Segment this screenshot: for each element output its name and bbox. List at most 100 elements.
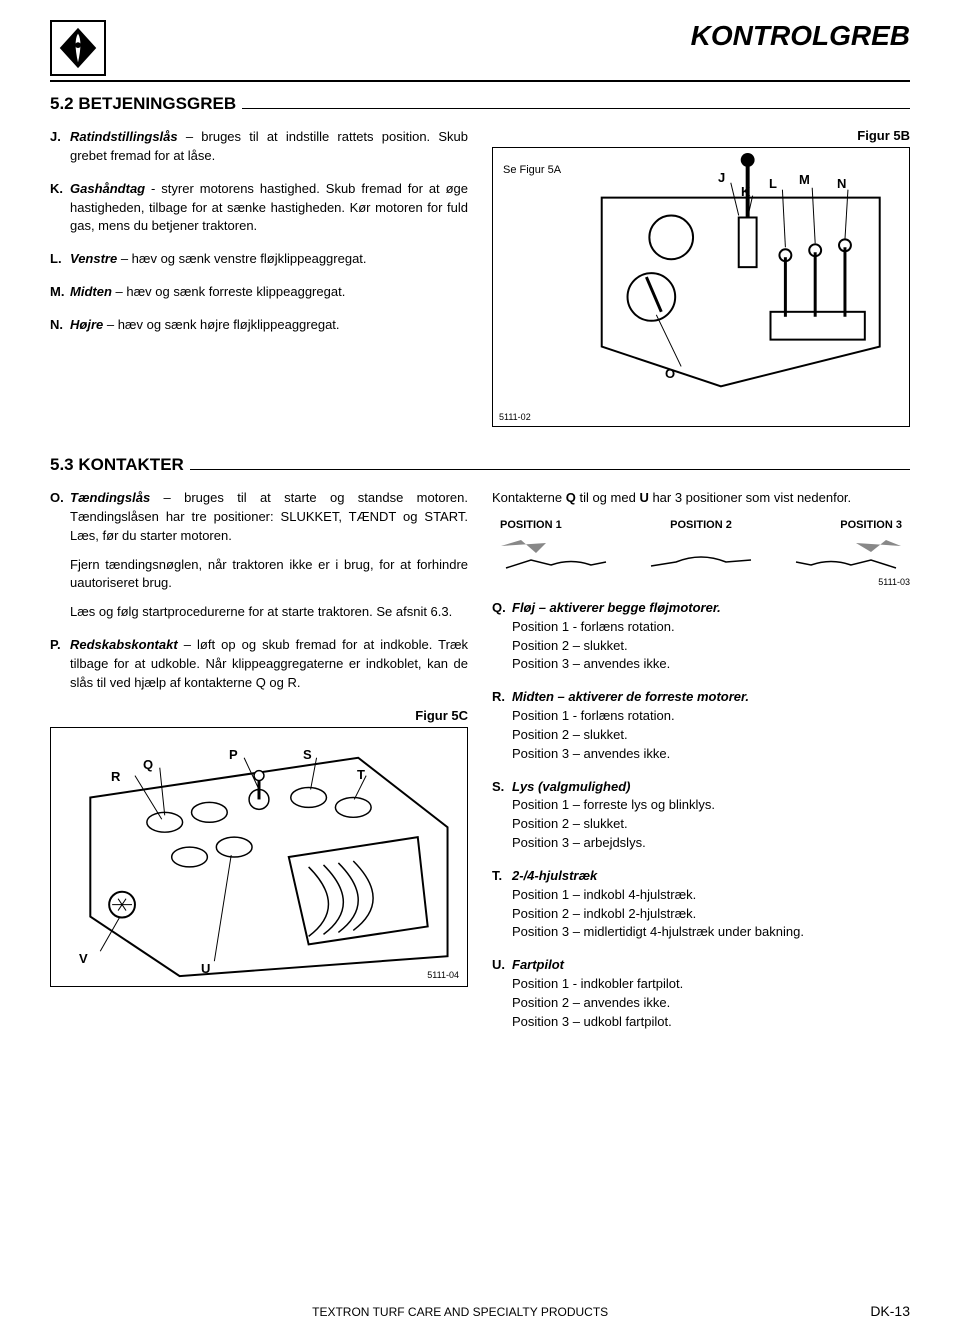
def-key: J. xyxy=(50,128,70,166)
def-key: K. xyxy=(50,180,70,237)
fig-letter-r: R xyxy=(111,768,120,787)
def-line: Position 3 – midlertidigt 4-hjulstræk un… xyxy=(512,923,910,942)
def-item-u: U. Fartpilot Position 1 - indkobler fart… xyxy=(492,956,910,1031)
def-key: U. xyxy=(492,956,512,1031)
def-line: Position 1 – forreste lys og blinklys. xyxy=(512,796,910,815)
def-item-l: L. Venstre – hæv og sænk venstre fløjkli… xyxy=(50,250,468,269)
def-body: Midten – aktiverer de forreste motorer. … xyxy=(512,688,910,763)
def-item-m: M. Midten – hæv og sænk forreste klippea… xyxy=(50,283,468,302)
def-key: O. xyxy=(50,489,70,622)
def-key: S. xyxy=(492,778,512,853)
def-body: Ratindstillingslås – bruges til at indst… xyxy=(70,128,468,166)
def-line: Position 1 - forlæns rotation. xyxy=(512,618,910,637)
position-1-label: POSITION 1 xyxy=(500,518,562,534)
def-key: N. xyxy=(50,316,70,335)
def-body: Fløj – aktiverer begge fløjmotorer. Posi… xyxy=(512,599,910,674)
def-item-n: N. Højre – hæv og sænk højre fløjklippea… xyxy=(50,316,468,335)
def-key: P. xyxy=(50,636,70,693)
def-item-t: T. 2-/4-hjulstræk Position 1 – indkobl 4… xyxy=(492,867,910,942)
def-body: Højre – hæv og sænk højre fløjklippeaggr… xyxy=(70,316,468,335)
section-52-body: J. Ratindstillingslås – bruges til at in… xyxy=(50,128,910,427)
def-body: Venstre – hæv og sænk venstre fløjklippe… xyxy=(70,250,468,269)
fig-letter-s: S xyxy=(303,746,312,765)
figure-5c-label: Figur 5C xyxy=(50,707,468,726)
heading-underline xyxy=(242,95,910,109)
section-52-heading: 5.2 BETJENINGSGREB xyxy=(50,94,910,114)
def-item-q: Q. Fløj – aktiverer begge fløjmotorer. P… xyxy=(492,599,910,674)
def-body: 2-/4-hjulstræk Position 1 – indkobl 4-hj… xyxy=(512,867,910,942)
brand-logo xyxy=(50,20,106,76)
positions-header-row: POSITION 1 POSITION 2 POSITION 3 xyxy=(492,518,910,534)
def-extra: Fjern tændingsnøglen, når traktoren ikke… xyxy=(70,556,468,594)
def-key: M. xyxy=(50,283,70,302)
figure-5c-ref: 5111-04 xyxy=(427,969,459,982)
def-item-r: R. Midten – aktiverer de forreste motore… xyxy=(492,688,910,763)
figure-5b-see-note: Se Figur 5A xyxy=(503,164,561,176)
def-line: Position 1 - indkobler fartpilot. xyxy=(512,975,910,994)
def-item-p: P. Redskabskontakt – løft op og skub fre… xyxy=(50,636,468,693)
footer-center-text: TEXTRON TURF CARE AND SPECIALTY PRODUCTS xyxy=(50,1305,870,1319)
section-53-heading: 5.3 KONTAKTER xyxy=(50,455,910,475)
def-key: R. xyxy=(492,688,512,763)
switch-pos2-icon xyxy=(641,538,761,574)
figure-5b-ref: 5111-02 xyxy=(499,412,531,422)
switch-positions-diagram xyxy=(492,538,910,574)
def-key: L. xyxy=(50,250,70,269)
def-line: Position 1 - forlæns rotation. xyxy=(512,707,910,726)
def-line: Position 2 – slukket. xyxy=(512,815,910,834)
page-title: KONTROLGREB xyxy=(691,20,910,52)
def-line: Position 2 – anvendes ikke. xyxy=(512,994,910,1013)
figure-5c: P Q R S T U V 5111-04 xyxy=(50,727,468,987)
page-footer: TEXTRON TURF CARE AND SPECIALTY PRODUCTS… xyxy=(50,1303,910,1319)
section-53-heading-text: 5.3 KONTAKTER xyxy=(50,455,184,475)
def-line: Position 3 – anvendes ikke. xyxy=(512,745,910,764)
def-body: Gashåndtag - styrer motorens hastighed. … xyxy=(70,180,468,237)
section-52-heading-text: 5.2 BETJENINGSGREB xyxy=(50,94,236,114)
fig-letter-t: T xyxy=(357,766,365,785)
switch-pos1-icon xyxy=(496,538,616,574)
fig-letter-l: L xyxy=(769,176,777,191)
fig-letter-p: P xyxy=(229,746,238,765)
fig-letter-n: N xyxy=(837,176,846,191)
section-52-definitions: J. Ratindstillingslås – bruges til at in… xyxy=(50,128,468,427)
fig-letter-m: M xyxy=(799,172,810,187)
def-line: Position 2 – slukket. xyxy=(512,726,910,745)
figure-5b: Se Figur 5A xyxy=(492,147,910,427)
header-divider xyxy=(50,80,910,82)
fig-letter-v: V xyxy=(79,950,88,969)
figure-5b-label: Figur 5B xyxy=(492,128,910,143)
fig-letter-o: O xyxy=(665,366,675,381)
position-3-label: POSITION 3 xyxy=(840,518,902,534)
heading-underline xyxy=(190,456,910,470)
page-header: KONTROLGREB xyxy=(50,20,910,76)
switch-diagram-ref: 5111-03 xyxy=(492,576,910,589)
section-53-left: O. Tændingslås – bruges til at starte og… xyxy=(50,489,468,1046)
def-body: Midten – hæv og sænk forreste klippeaggr… xyxy=(70,283,468,302)
fig-letter-u: U xyxy=(201,960,210,979)
def-line: Position 2 – indkobl 2-hjulstræk. xyxy=(512,905,910,924)
def-line: Position 3 – udkobl fartpilot. xyxy=(512,1013,910,1032)
def-key: Q. xyxy=(492,599,512,674)
def-item-o: O. Tændingslås – bruges til at starte og… xyxy=(50,489,468,622)
position-2-label: POSITION 2 xyxy=(670,518,732,534)
def-body: Redskabskontakt – løft op og skub fremad… xyxy=(70,636,468,693)
def-key: T. xyxy=(492,867,512,942)
fig-letter-q: Q xyxy=(143,756,153,775)
def-body: Fartpilot Position 1 - indkobler fartpil… xyxy=(512,956,910,1031)
def-line: Position 3 – anvendes ikke. xyxy=(512,655,910,674)
section-53-right-intro: Kontakterne Q til og med U har 3 positio… xyxy=(492,489,910,508)
def-line: Position 1 – indkobl 4-hjulstræk. xyxy=(512,886,910,905)
figure-5b-diagram-icon xyxy=(493,148,909,426)
logo-icon xyxy=(54,24,102,72)
def-line: Position 3 – arbejdslys. xyxy=(512,834,910,853)
section-52-figure-col: Figur 5B Se Figur 5A xyxy=(492,128,910,427)
fig-letter-k: K xyxy=(741,184,750,199)
footer-page-number: DK-13 xyxy=(870,1303,910,1319)
def-item-k: K. Gashåndtag - styrer motorens hastighe… xyxy=(50,180,468,237)
figure-5c-diagram-icon xyxy=(51,728,467,986)
fig-letter-j: J xyxy=(718,170,725,185)
def-body: Lys (valgmulighed) Position 1 – forreste… xyxy=(512,778,910,853)
def-extra: Læs og følg startprocedurerne for at sta… xyxy=(70,603,468,622)
section-53-body: O. Tændingslås – bruges til at starte og… xyxy=(50,489,910,1046)
section-53-right: Kontakterne Q til og med U har 3 positio… xyxy=(492,489,910,1046)
